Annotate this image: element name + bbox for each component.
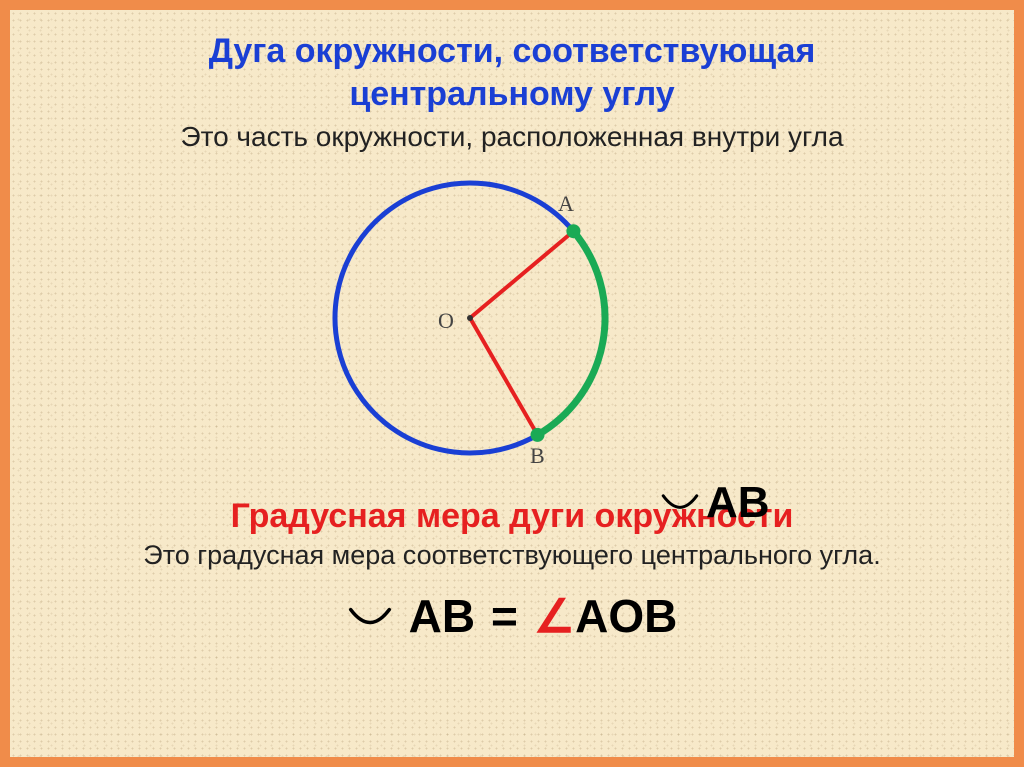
arc-symbol-eq xyxy=(347,589,393,643)
title-line-2: центральному углу xyxy=(349,75,674,113)
eq-arc-label: AB xyxy=(409,589,475,643)
subtitle: Это часть окружности, расположенная внут… xyxy=(10,121,1014,153)
page-title: Дуга окружности, соответствующая централ… xyxy=(10,10,1014,115)
title-line-1: Дуга окружности, соответствующая xyxy=(209,32,816,70)
angle-symbol-icon: ∠ xyxy=(534,589,575,643)
circle-svg xyxy=(310,158,630,478)
circle-diagram xyxy=(310,158,630,478)
eq-angle-label: AOB xyxy=(575,590,677,642)
slide-page: Дуга окружности, соответствующая централ… xyxy=(0,0,1024,767)
label-point-A: A xyxy=(558,191,574,217)
section-2-title: Градусная мера дуги окружности xyxy=(10,497,1014,536)
diagram-area: O A B AB xyxy=(10,153,1014,493)
arc-symbol-eq-icon xyxy=(347,602,393,632)
arc-symbol-icon xyxy=(660,489,700,516)
equation: AB = ∠AOB xyxy=(10,589,1014,643)
arc-ab-label: AB xyxy=(660,478,770,528)
eq-equals: = xyxy=(491,589,518,643)
eq-angle: ∠AOB xyxy=(534,589,677,643)
arc-ab-text: AB xyxy=(706,478,770,528)
section-2-text: Это градусная мера соответствующего цент… xyxy=(10,540,1014,571)
label-center-O: O xyxy=(438,308,454,334)
slide-inner: Дуга окружности, соответствующая централ… xyxy=(10,10,1014,757)
label-point-B: B xyxy=(530,443,545,469)
